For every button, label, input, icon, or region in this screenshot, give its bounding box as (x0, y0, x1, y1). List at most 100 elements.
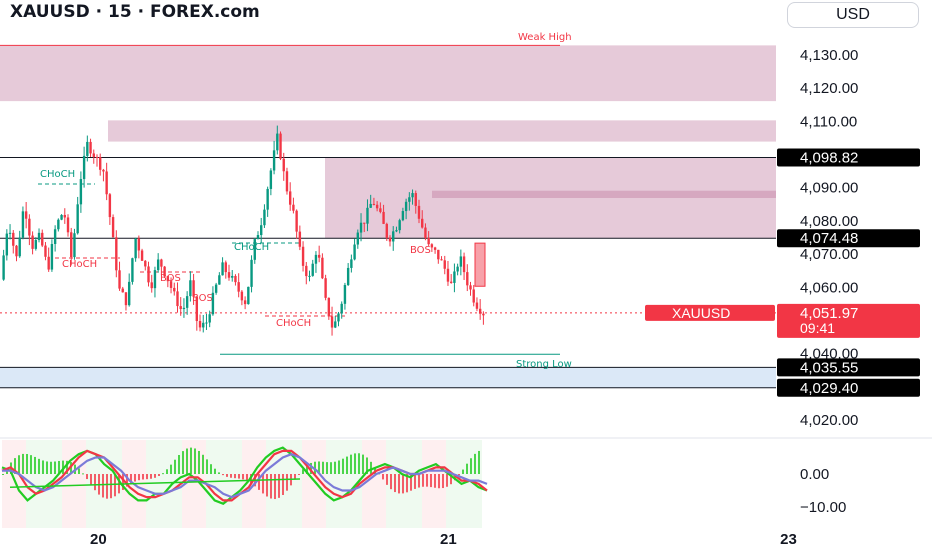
candle-body (392, 231, 395, 242)
candle-body (301, 246, 305, 266)
candle-body (214, 284, 218, 293)
oscillator-bar (346, 456, 348, 474)
oscillator-bar (46, 461, 48, 474)
candle-body (234, 275, 237, 283)
oscillator-bar (238, 474, 240, 479)
candle-body (70, 232, 73, 258)
candle-body (108, 194, 112, 218)
oscillator-bar (90, 474, 92, 485)
candle-body (449, 281, 453, 283)
candle-body (66, 217, 70, 233)
oscillator-bar (354, 453, 356, 474)
candle-body (163, 266, 166, 277)
candle-body (346, 267, 350, 286)
oscillator-bg (374, 440, 386, 528)
candle-body (272, 150, 276, 171)
oscillator-bar (278, 474, 280, 498)
candle-body (256, 235, 260, 240)
candle-body (250, 259, 253, 287)
candle-body (231, 275, 234, 278)
oscillator-bar (414, 474, 416, 489)
oscillator-bar (142, 474, 144, 480)
candle-body (266, 188, 269, 210)
candle-body (288, 191, 292, 205)
oscillator-bar (234, 474, 236, 479)
candle-body (474, 242, 486, 287)
candle-body (433, 247, 437, 250)
candle-body (105, 171, 108, 195)
current-price-box (777, 303, 920, 338)
candle-body (182, 307, 186, 310)
oscillator-bar (398, 474, 400, 494)
candle-body (388, 237, 392, 242)
candle-body (95, 156, 99, 158)
candle-body (456, 266, 459, 272)
candle-body (47, 256, 50, 270)
oscillator-bar (178, 454, 180, 474)
candle-body (21, 211, 25, 238)
oscillator-bar (226, 474, 228, 477)
oscillator-bar (42, 460, 44, 474)
oscillator-bar (26, 453, 28, 474)
oscillator-bg (146, 440, 158, 528)
candle-body (195, 296, 199, 322)
candle-body (462, 256, 466, 273)
candle-body (134, 238, 137, 259)
candle-body (437, 249, 440, 260)
oscillator-bar (114, 474, 116, 497)
oscillator-bar (454, 474, 456, 481)
candle-body (269, 170, 273, 189)
oscillator-bg (338, 440, 350, 528)
candle-body (227, 272, 231, 278)
oscillator-bar (294, 474, 296, 480)
oscillator-bar (182, 451, 184, 474)
candle-body (76, 204, 79, 234)
candle-body (140, 250, 144, 261)
oscillator-bar (86, 474, 88, 480)
candle-body (221, 262, 224, 276)
candle-body (285, 171, 289, 192)
candle-body (150, 282, 153, 289)
oscillator-bar (410, 474, 412, 491)
candle-body (424, 227, 427, 238)
candle-body (208, 314, 211, 323)
oscillator-bar (366, 457, 368, 474)
candle-body (282, 158, 285, 172)
candle-body (472, 289, 475, 303)
price-label-box (777, 229, 920, 248)
y-tick-label: 4,070.00 (800, 246, 858, 263)
candle-body (385, 223, 388, 238)
currency-button[interactable]: USD (787, 2, 919, 28)
candle-body (359, 222, 363, 233)
oscillator-bar (122, 474, 124, 490)
oscillator-bg (2, 440, 14, 528)
candle-body (247, 286, 250, 305)
oscillator-bar (326, 462, 328, 474)
candle-body (343, 285, 347, 304)
candle-body (317, 254, 321, 258)
oscillator-bg (242, 440, 254, 528)
structure-label: CHoCH (276, 318, 311, 329)
oscillator-bar (478, 450, 480, 474)
oscillator-bar (190, 447, 192, 474)
price-label-text: 4,029.40 (800, 380, 858, 397)
oscillator-bar (194, 448, 196, 474)
candle-body (111, 217, 115, 238)
oscillator-bg (218, 440, 230, 528)
structure-label: BOS (192, 293, 213, 304)
candle-body (311, 263, 314, 276)
oscillator-bar (470, 458, 472, 474)
oscillator-bar (270, 474, 272, 499)
oscillator-bar (474, 453, 476, 474)
candle-body (79, 179, 83, 205)
candle-body (414, 193, 417, 206)
candle-body (459, 256, 463, 267)
oscillator-bar (394, 474, 396, 493)
oscillator-line (1, 446, 488, 505)
oscillator-bar (174, 459, 176, 474)
candle-body (89, 141, 92, 154)
structure-label: CHoCH (62, 259, 97, 270)
candle-body (240, 291, 244, 301)
candle-body (237, 282, 240, 292)
